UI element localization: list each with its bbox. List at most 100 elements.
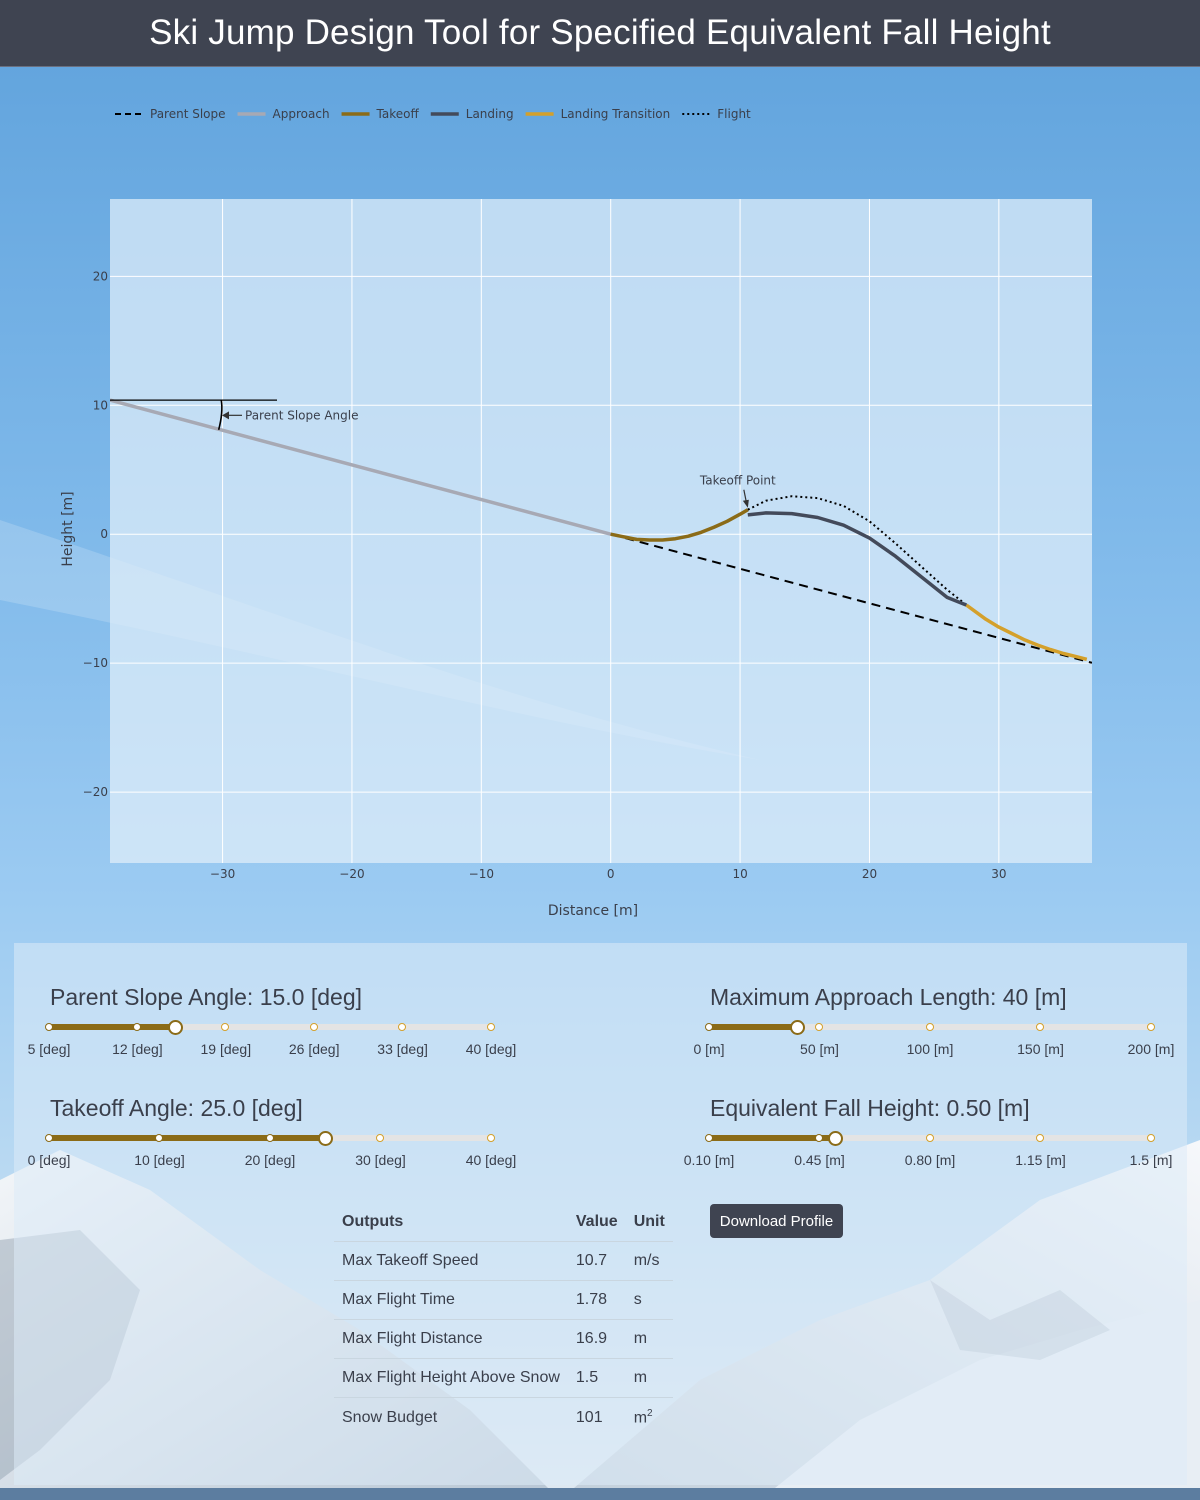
parent-slope-angle-annotation: Parent Slope Angle: [245, 408, 358, 422]
page-title: Ski Jump Design Tool for Specified Equiv…: [149, 13, 1051, 52]
slider-mark-dot[interactable]: [1036, 1133, 1044, 1142]
slider-mark-label: 0.45 [m]: [794, 1152, 845, 1168]
fall-height-title: Equivalent Fall Height: 0.50 [m]: [710, 1095, 1030, 1121]
output-value: 1.78: [567, 1280, 626, 1320]
profile-chart: −30 −20 −10 0 10 20 30 −20 −10 0 10 20 Distance [m] H…: [60, 107, 1092, 919]
legend-item: Takeoff: [341, 107, 420, 121]
approach-length-slider-track[interactable]: [704, 1019, 1155, 1035]
table-row: Max Flight Height Above Snow 1.5 m: [334, 1358, 673, 1398]
slider-mark-label: 150 [m]: [1017, 1041, 1064, 1057]
output-name: Max Takeoff Speed: [334, 1241, 568, 1281]
slider-mark-label: 200 [m]: [1127, 1041, 1175, 1057]
slider-mark-label: 0 [m]: [693, 1041, 725, 1057]
output-value: 16.9: [567, 1319, 626, 1359]
slider-mark-dot[interactable]: [1146, 1133, 1155, 1142]
y-tick-label: 0: [100, 527, 108, 541]
parent-slope-slider-track[interactable]: [44, 1019, 495, 1035]
takeoff-arrowhead: [742, 499, 749, 508]
output-unit: m/s: [625, 1241, 673, 1281]
slider-mark-label: 12 [deg]: [112, 1041, 163, 1057]
output-unit: m: [625, 1319, 673, 1359]
slider-mark-label: 40 [deg]: [465, 1041, 517, 1057]
slider-mark-label: 1.5 [m]: [1129, 1152, 1173, 1168]
x-tick-label: 0: [607, 867, 615, 881]
slider-mark-dot[interactable]: [398, 1022, 407, 1031]
output-value: 1.5: [567, 1358, 626, 1398]
slider-mark-dot[interactable]: [815, 1022, 823, 1031]
approach-length-title: Maximum Approach Length: 40 [m]: [710, 984, 1067, 1010]
slider-mark-label: 26 [deg]: [288, 1041, 340, 1057]
fall-height-slider-handle[interactable]: [827, 1130, 843, 1146]
takeoff-angle-slider-track[interactable]: [44, 1130, 495, 1146]
series-flight: [747, 495, 968, 606]
takeoff-angle-slider-handle[interactable]: [317, 1130, 333, 1146]
output-unit: s: [625, 1280, 673, 1320]
slider-mark-dot[interactable]: [132, 1022, 141, 1031]
output-name: Max Flight Height Above Snow: [334, 1358, 568, 1398]
takeoff-point-annotation: Takeoff Point: [699, 474, 776, 488]
unit-superscript: 2: [647, 1408, 653, 1419]
slider-mark-label: 50 [m]: [800, 1041, 839, 1057]
legend-label: Parent Slope: [150, 107, 226, 121]
legend-item: Landing: [430, 107, 514, 121]
slider-mark-dot[interactable]: [704, 1022, 713, 1031]
outputs-header: Outputs: [334, 1203, 568, 1242]
slider-mark-dot[interactable]: [1036, 1022, 1044, 1031]
value-header: Value: [567, 1203, 626, 1242]
slider-mark-dot[interactable]: [44, 1022, 53, 1031]
slider-mark-label: 30 [deg]: [355, 1152, 406, 1168]
legend-item: Approach: [237, 107, 330, 121]
series-landing: [747, 511, 968, 607]
slider-mark-dot[interactable]: [221, 1022, 230, 1031]
slider-mark-label: 0.10 [m]: [683, 1152, 735, 1168]
slider-mark-dot[interactable]: [486, 1022, 495, 1031]
output-value: 10.7: [567, 1241, 626, 1281]
download-profile-button[interactable]: Download Profile: [710, 1204, 843, 1238]
x-axis-label: Distance [m]: [548, 903, 638, 919]
series-landing-transition: [965, 603, 1088, 661]
approach-length-slider-handle[interactable]: [789, 1019, 805, 1035]
unit-header: Unit: [625, 1203, 673, 1242]
slider-mark-dot[interactable]: [155, 1133, 163, 1142]
output-unit: m: [625, 1358, 673, 1398]
y-tick-label: −20: [83, 785, 108, 799]
legend-item: Parent Slope: [115, 107, 226, 121]
slider-mark-dot[interactable]: [486, 1133, 495, 1142]
x-tick-label: −20: [339, 867, 364, 881]
slider-mark-label: 40 [deg]: [465, 1152, 517, 1168]
legend-item: Flight: [682, 107, 751, 121]
series-takeoff: [610, 508, 749, 542]
legend-label: Landing Transition: [561, 107, 671, 121]
parent-slope-slider-handle[interactable]: [167, 1019, 183, 1035]
takeoff-angle-slider-block: Takeoff Angle: 25.0 [deg] 0 [deg] 10 [deg…: [28, 1095, 517, 1168]
slider-mark-label: 100 [m]: [906, 1041, 954, 1057]
series-parent-slope: [610, 533, 1092, 664]
slider-mark-dot[interactable]: [44, 1133, 53, 1142]
unit-text: m: [633, 1409, 648, 1427]
takeoff-angle-slider-fill: [49, 1135, 326, 1141]
slider-mark-dot[interactable]: [376, 1133, 384, 1142]
slider-mark-dot[interactable]: [925, 1022, 934, 1031]
slider-mark-dot[interactable]: [704, 1133, 713, 1142]
series-approach: [110, 398, 612, 536]
approach-length-slider-fill: [709, 1024, 798, 1030]
slider-mark-dot[interactable]: [925, 1133, 934, 1142]
slider-mark-label: 33 [deg]: [377, 1041, 428, 1057]
slider-mark-label: 5 [deg]: [27, 1041, 71, 1057]
controls-panel: Parent Slope Angle: 15.0 [deg] 5 [deg] 12…: [14, 943, 1187, 1485]
y-tick-label: −10: [83, 656, 108, 670]
parent-slope-title: Parent Slope Angle: 15.0 [deg]: [50, 984, 363, 1010]
slider-mark-dot[interactable]: [815, 1133, 823, 1142]
slider-mark-label: 20 [deg]: [244, 1152, 296, 1168]
slider-mark-dot[interactable]: [1146, 1022, 1155, 1031]
fall-height-slider-fill: [709, 1135, 836, 1141]
output-name: Snow Budget: [342, 1408, 438, 1426]
slider-mark-label: 19 [deg]: [200, 1041, 252, 1057]
angle-arc: [217, 400, 223, 430]
legend-label: Takeoff: [376, 107, 420, 121]
slider-mark-dot[interactable]: [265, 1133, 274, 1142]
slider-mark-dot[interactable]: [309, 1022, 318, 1031]
y-tick-label: 10: [93, 398, 108, 412]
output-name: Max Flight Time: [334, 1280, 568, 1320]
fall-height-slider-track[interactable]: [704, 1130, 1155, 1146]
